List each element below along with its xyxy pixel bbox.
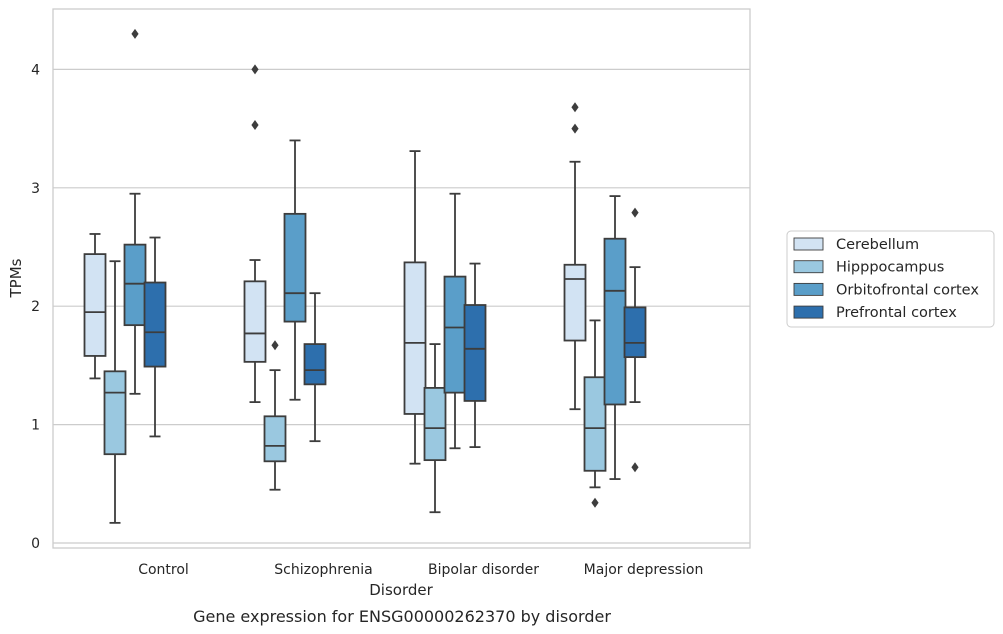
outlier-point-0 xyxy=(631,207,639,218)
outlier-point-0 xyxy=(571,102,579,113)
x-tick-label-1: Schizophrenia xyxy=(274,562,372,578)
y-tick-label-2: 2 xyxy=(31,299,40,315)
box-3-3 xyxy=(623,207,647,473)
box-2-3 xyxy=(603,195,627,480)
box-iqr xyxy=(283,212,307,323)
box-3-1 xyxy=(303,292,327,443)
outlier-point-0 xyxy=(271,340,279,351)
y-tick-label-1: 1 xyxy=(31,418,40,434)
box-3-2 xyxy=(463,262,487,448)
outlier-point-1 xyxy=(571,123,579,134)
box-iqr xyxy=(83,253,107,357)
legend-swatch-1 xyxy=(793,260,824,274)
box-iqr xyxy=(423,386,447,462)
legend-label-1: Hipppocampus xyxy=(836,260,944,276)
box-1-3 xyxy=(583,319,607,508)
outlier-point-0 xyxy=(131,28,139,39)
outlier-point-0 xyxy=(591,497,599,508)
y-tick-label-0: 0 xyxy=(31,536,40,552)
outlier-point-1 xyxy=(251,120,259,131)
x-axis-title: Disorder xyxy=(369,581,433,599)
y-tick-label-3: 3 xyxy=(31,181,40,197)
box-iqr xyxy=(603,237,627,406)
y-tick-label-4: 4 xyxy=(31,62,40,78)
y-axis-title: TPMs xyxy=(7,258,25,298)
legend-label-2: Orbitofrontal cortex xyxy=(836,282,979,298)
x-tick-labels: Control Schizophrenia Bipolar disorder Majo… xyxy=(138,562,703,578)
x-tick-label-3: Major depression xyxy=(584,562,704,578)
y-tick-labels: 0 1 2 3 4 xyxy=(31,62,40,552)
box-1-0 xyxy=(103,260,127,524)
outlier-point-0 xyxy=(251,64,259,75)
box-0-0 xyxy=(83,233,107,380)
x-tick-label-0: Control xyxy=(138,562,189,578)
chart-caption: Gene expression for ENSG00000262370 by d… xyxy=(193,607,611,626)
x-tick-label-2: Bipolar disorder xyxy=(428,562,539,578)
box-2-1 xyxy=(283,139,307,401)
box-3-0 xyxy=(143,236,167,438)
box-iqr xyxy=(123,243,147,327)
box-iqr xyxy=(143,281,167,368)
box-iqr xyxy=(103,370,127,456)
box-iqr xyxy=(263,415,287,463)
box-2-2 xyxy=(443,192,467,450)
legend-label-0: Cerebellum xyxy=(836,237,919,253)
box-iqr xyxy=(623,306,647,359)
grid-lines xyxy=(53,68,750,544)
box-iqr xyxy=(443,275,467,394)
box-iqr xyxy=(403,261,427,415)
outlier-point-1 xyxy=(631,462,639,473)
box-iqr xyxy=(583,376,607,472)
box-0-2 xyxy=(403,150,427,465)
box-iqr xyxy=(463,304,487,402)
box-1-1 xyxy=(263,340,287,491)
box-1-2 xyxy=(423,343,447,514)
box-iqr xyxy=(563,263,587,342)
legend-label-3: Prefrontal cortex xyxy=(836,305,957,321)
box-iqr xyxy=(243,280,267,363)
legend-swatch-3 xyxy=(793,305,824,319)
legend-swatch-0 xyxy=(793,237,824,251)
legend-swatch-2 xyxy=(793,282,824,296)
box-plots xyxy=(83,28,647,524)
plot-area xyxy=(52,8,751,549)
box-iqr xyxy=(303,343,327,386)
legend: Cerebellum Hipppocampus Orbitofrontal cort… xyxy=(786,230,995,328)
box-0-3 xyxy=(563,102,587,411)
legend-frame xyxy=(786,230,995,328)
box-0-1 xyxy=(243,64,267,404)
